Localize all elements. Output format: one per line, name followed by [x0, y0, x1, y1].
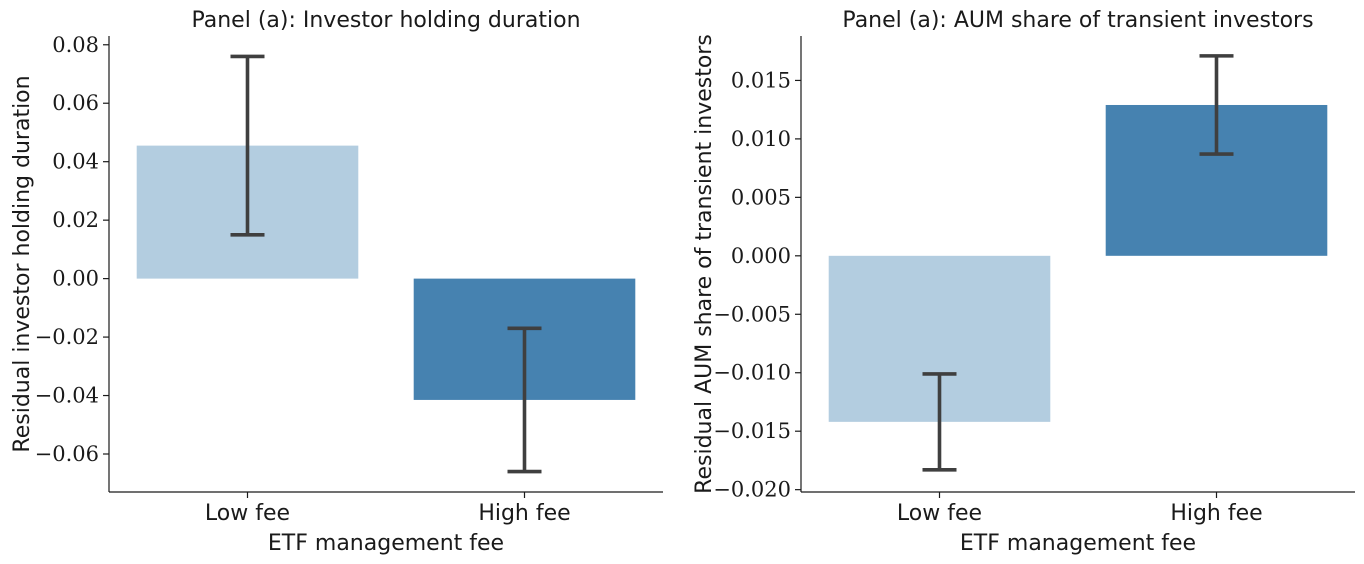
- y-tick-label: 0.00: [52, 267, 99, 291]
- y-tick-label: 0.02: [52, 208, 99, 232]
- chart-panel-investor-holding-duration: Panel (a): Investor holding duration −0.0…: [10, 8, 663, 556]
- y-tick-label: −0.020: [713, 478, 791, 502]
- y-tick-label: 0.08: [52, 33, 99, 57]
- chart-title: Panel (a): AUM share of transient invest…: [842, 8, 1313, 33]
- y-tick-label: −0.02: [35, 325, 99, 349]
- y-tick-label: 0.04: [52, 150, 99, 174]
- chart-panel-aum-share-transient: Panel (a): AUM share of transient invest…: [692, 8, 1355, 556]
- x-tick-label: High fee: [478, 501, 570, 526]
- y-tick-label: 0.005: [731, 185, 791, 209]
- chart-title: Panel (a): Investor holding duration: [191, 8, 580, 33]
- x-axis-label: ETF management fee: [960, 531, 1196, 556]
- y-tick-label: 0.015: [731, 68, 791, 92]
- x-tick-label: Low fee: [897, 501, 982, 526]
- x-tick-label: High fee: [1170, 501, 1262, 526]
- y-tick-label: 0.010: [731, 127, 791, 151]
- y-tick-label: −0.06: [35, 442, 99, 466]
- x-axis-label: ETF management fee: [268, 531, 504, 556]
- y-tick-label: −0.04: [35, 384, 99, 408]
- y-tick-label: −0.010: [713, 361, 791, 385]
- error-bar: [507, 326, 542, 474]
- error-bar: [230, 54, 265, 237]
- y-tick-label: 0.06: [52, 91, 99, 115]
- y-tick-label: −0.015: [713, 419, 791, 443]
- y-tick-label: −0.005: [713, 302, 791, 326]
- error-bar: [922, 372, 957, 472]
- y-axis-label: Residual AUM share of transient investor…: [692, 34, 717, 494]
- y-tick-label: 0.000: [731, 244, 791, 268]
- error-bar: [1199, 54, 1234, 156]
- x-tick-label: Low fee: [205, 501, 290, 526]
- y-axis-label: Residual investor holding duration: [10, 75, 35, 452]
